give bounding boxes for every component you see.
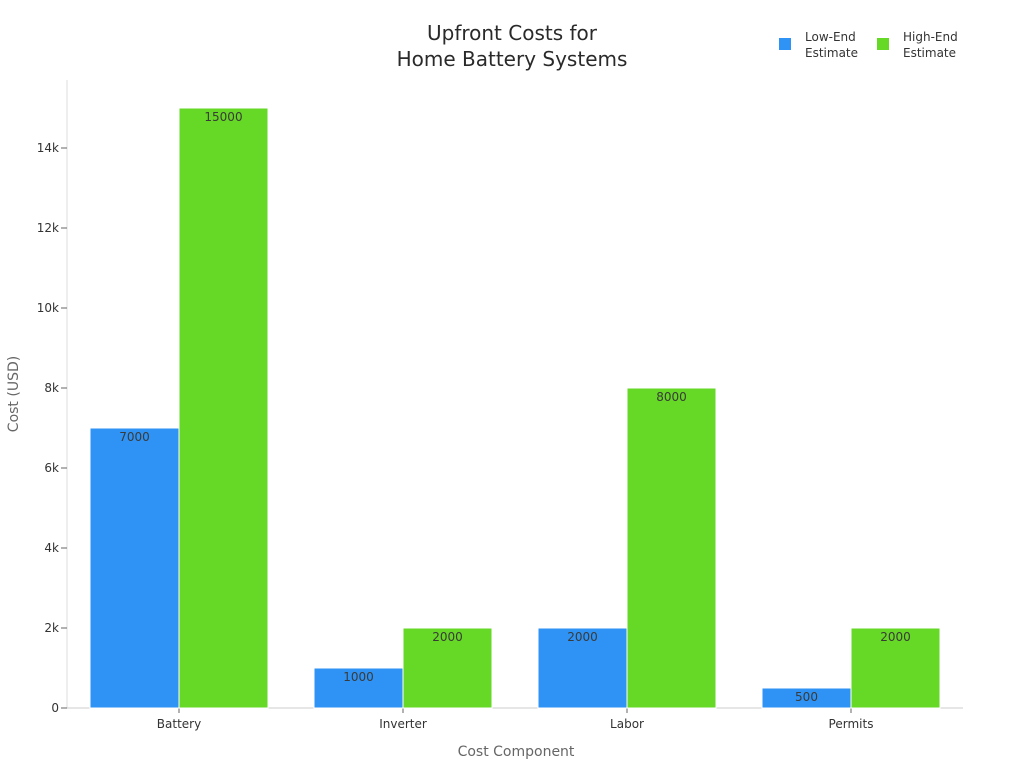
bar <box>850 627 941 709</box>
chart-title-line-1: Upfront Costs for <box>427 21 598 45</box>
y-tick-label: 14k <box>37 141 59 155</box>
x-tick-label: Labor <box>610 717 644 731</box>
bar-value-label: 2000 <box>567 630 598 644</box>
bar <box>402 627 493 709</box>
x-axis-title: Cost Component <box>458 744 575 760</box>
bar-value-label: 15000 <box>204 110 242 124</box>
legend-item: High-End Estimate <box>877 30 958 60</box>
legend-item: Low-End Estimate <box>779 30 858 60</box>
bar-value-label: 7000 <box>119 430 150 444</box>
bar-value-label: 1000 <box>343 670 374 684</box>
bar <box>89 427 180 709</box>
legend-label: High-End Estimate <box>903 30 958 60</box>
bar <box>178 107 269 709</box>
legend-swatch <box>779 38 791 50</box>
legend-label: Low-End Estimate <box>805 30 858 60</box>
bar <box>626 387 717 709</box>
bar-value-label: 500 <box>795 690 818 704</box>
plot-area: 0 2k 4k 6k 8k 10k 12k 14k Battery Inverter Labor P… <box>37 80 963 731</box>
x-tick-label: Permits <box>829 717 874 731</box>
y-tick-label: 2k <box>44 621 59 635</box>
bar-value-label: 8000 <box>656 390 687 404</box>
y-axis-title: Cost (USD) <box>6 356 22 432</box>
y-tick-label: 12k <box>37 221 59 235</box>
x-axis-ticks: Battery Inverter Labor Permits <box>157 708 874 731</box>
chart-title: Upfront Costs for Home Battery Systems <box>397 21 628 71</box>
y-tick-label: 4k <box>44 541 59 555</box>
bar-labels: 7000 15000 1000 2000 2000 8000 500 2000 <box>119 110 911 704</box>
x-tick-label: Inverter <box>379 717 427 731</box>
y-axis-ticks: 0 2k 4k 6k 8k 10k 12k 14k <box>37 141 67 715</box>
chart-title-line-2: Home Battery Systems <box>397 47 628 71</box>
y-tick-label: 10k <box>37 301 59 315</box>
bar <box>537 627 628 709</box>
legend-swatch <box>877 38 889 50</box>
y-tick-label: 8k <box>44 381 59 395</box>
bars <box>89 107 941 709</box>
x-tick-label: Battery <box>157 717 201 731</box>
y-tick-label: 0 <box>51 701 59 715</box>
chart-legend: Low-End Estimate High-End Estimate <box>779 30 958 60</box>
bar-value-label: 2000 <box>880 630 911 644</box>
bar-value-label: 2000 <box>432 630 463 644</box>
y-tick-label: 6k <box>44 461 59 475</box>
